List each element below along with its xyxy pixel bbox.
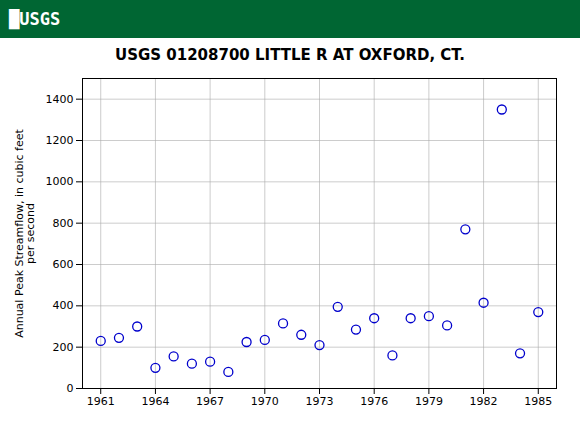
svg-text:1976: 1976 bbox=[360, 395, 388, 408]
html-text:USGS 01208700 LITTLE R AT OXFO: USGS 01208700 LITTLE R AT OXFORD, CT. bbox=[115, 46, 465, 64]
svg-text:1967: 1967 bbox=[196, 395, 224, 408]
svg-text:1961: 1961 bbox=[87, 395, 115, 408]
svg-text:Annual Peak Streamflow, in cub: Annual Peak Streamflow, in cubic feetper… bbox=[13, 128, 37, 337]
svg-text:1970: 1970 bbox=[251, 395, 279, 408]
svg-text:1979: 1979 bbox=[415, 395, 443, 408]
svg-text:1985: 1985 bbox=[524, 395, 552, 408]
svg-text:800: 800 bbox=[53, 217, 74, 230]
html-text:█USGS: █USGS bbox=[9, 9, 61, 29]
svg-text:200: 200 bbox=[53, 341, 74, 354]
svg-text:1000: 1000 bbox=[46, 175, 74, 188]
svg-text:1200: 1200 bbox=[46, 134, 74, 147]
svg-text:600: 600 bbox=[53, 258, 74, 271]
svg-text:1973: 1973 bbox=[306, 395, 334, 408]
svg-text:1982: 1982 bbox=[470, 395, 498, 408]
svg-text:400: 400 bbox=[53, 299, 74, 312]
svg-text:1400: 1400 bbox=[46, 93, 74, 106]
svg-text:0: 0 bbox=[67, 382, 74, 395]
svg-text:1964: 1964 bbox=[141, 395, 169, 408]
